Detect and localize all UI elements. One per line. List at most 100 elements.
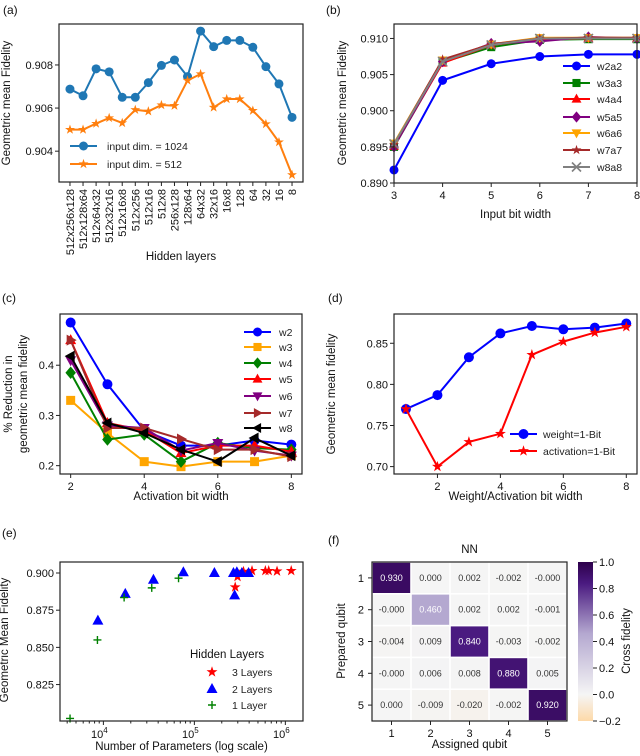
legend-label: w6 bbox=[278, 391, 293, 403]
series-line bbox=[393, 53, 637, 171]
legend-marker bbox=[253, 408, 263, 418]
heatmap-cell-value: 0.008 bbox=[458, 668, 481, 678]
data-point bbox=[247, 105, 258, 115]
heatmap-cell-fill bbox=[411, 562, 450, 593]
y-axis-label: Geometric mean Fidelity bbox=[337, 40, 349, 165]
data-point bbox=[138, 427, 149, 439]
x-tick-label: 512x16x8 bbox=[117, 189, 129, 237]
x-axis-label: Number of Parameters (log scale) bbox=[95, 741, 268, 753]
heatmap-cell: -0.000 bbox=[372, 594, 411, 625]
data-point bbox=[287, 169, 297, 180]
data-point bbox=[287, 112, 297, 122]
y-tick-label: 2 bbox=[358, 605, 364, 617]
series-activation-1-bit bbox=[400, 321, 632, 472]
heatmap-cell: -0.003 bbox=[489, 626, 528, 657]
data-point bbox=[274, 79, 284, 89]
data-point bbox=[583, 33, 594, 44]
colorbar-tick-label: 0.4 bbox=[599, 637, 614, 649]
data-point bbox=[211, 456, 222, 468]
legend-marker bbox=[206, 683, 218, 693]
heatmap-cell-value: -0.001 bbox=[535, 605, 561, 615]
heatmap-cell-value: -0.003 bbox=[496, 637, 522, 647]
y-tick-label: 0.75 bbox=[367, 420, 388, 432]
heatmap-cell-fill bbox=[528, 690, 567, 721]
y-tick-label: 5 bbox=[358, 700, 364, 712]
heatmap-cell: -0.004 bbox=[372, 626, 411, 657]
heatmap-cell-fill bbox=[450, 626, 489, 657]
legend-label: w2a2 bbox=[596, 61, 622, 73]
x-tick-label: 128 bbox=[235, 189, 247, 207]
data-point bbox=[583, 32, 594, 42]
x-tick-exponent: 6 bbox=[285, 726, 290, 735]
data-point bbox=[229, 589, 241, 600]
data-point bbox=[437, 56, 448, 67]
heatmap-cell-value: 0.002 bbox=[458, 605, 481, 615]
data-point bbox=[102, 433, 113, 446]
data-point bbox=[274, 136, 284, 147]
data-point bbox=[65, 124, 75, 134]
legend-marker bbox=[78, 158, 89, 169]
heatmap-cell-fill bbox=[411, 626, 450, 657]
y-axis-label-line2: geometric mean fidelity bbox=[18, 335, 30, 453]
data-point bbox=[248, 432, 259, 444]
data-point bbox=[65, 366, 76, 380]
data-point bbox=[65, 84, 75, 94]
legend-marker bbox=[253, 342, 262, 352]
x-tick-label: 512x32x16 bbox=[104, 189, 116, 243]
heatmap-cell: 0.840 bbox=[450, 626, 489, 657]
panel-d-frame bbox=[393, 313, 638, 475]
series-line bbox=[405, 325, 627, 469]
panel-label-f: (f) bbox=[328, 533, 339, 547]
heatmap-cell-value: 0.460 bbox=[419, 605, 442, 615]
series-input-dim-512 bbox=[65, 68, 297, 180]
data-point bbox=[534, 33, 545, 44]
series-w8 bbox=[64, 350, 296, 468]
colorbar-tick-label: 0.6 bbox=[599, 610, 614, 622]
heatmap-cell-value: -0.002 bbox=[496, 573, 522, 583]
data-point bbox=[246, 565, 258, 576]
legend-label: w5 bbox=[278, 374, 293, 386]
x-axis-label: Hidden layers bbox=[146, 251, 217, 263]
y-tick-label: 0.70 bbox=[367, 462, 388, 474]
data-point bbox=[243, 567, 255, 578]
heatmap-cell: 0.930 bbox=[372, 562, 411, 593]
heatmap-cell-fill bbox=[450, 658, 489, 689]
legend-marker bbox=[571, 129, 582, 139]
legend-marker bbox=[572, 78, 581, 88]
heatmap-cell: -0.001 bbox=[528, 594, 567, 625]
legend-label: w4a4 bbox=[596, 94, 622, 106]
legend-label: w7 bbox=[278, 408, 293, 420]
data-point bbox=[583, 49, 593, 59]
x-tick-label: 512x128x64 bbox=[78, 189, 90, 249]
heatmap-cell-fill bbox=[528, 626, 567, 657]
x-tick-label: 1 bbox=[388, 728, 394, 740]
legend-label: w3 bbox=[278, 342, 293, 354]
legend-marker bbox=[208, 701, 216, 709]
x-tick-label: 32 bbox=[261, 189, 273, 201]
colorbar-tick-label: 0.8 bbox=[599, 584, 614, 596]
y-tick-label: 0.900 bbox=[360, 106, 388, 118]
y-axis-label: Geometric mean fidelity bbox=[326, 333, 338, 454]
data-point bbox=[175, 444, 185, 456]
series-w7 bbox=[66, 334, 298, 463]
x-tick-label: 16x8 bbox=[222, 189, 234, 213]
y-tick-label: 0.2 bbox=[39, 461, 54, 473]
heatmap-cell-value: 0.000 bbox=[419, 573, 442, 583]
data-point bbox=[102, 428, 112, 438]
heatmap-cell-value: -0.004 bbox=[379, 637, 405, 647]
data-point bbox=[221, 93, 232, 104]
data-point bbox=[101, 417, 112, 429]
heatmap-cell-value: 0.005 bbox=[536, 668, 559, 678]
data-point bbox=[104, 67, 114, 77]
x-tick-label: 106 bbox=[273, 726, 290, 741]
data-point bbox=[91, 118, 102, 128]
y-tick-label: 0.875 bbox=[26, 605, 54, 617]
heatmap-cell: 0.002 bbox=[450, 562, 489, 593]
y-tick-label: 0.908 bbox=[25, 60, 53, 72]
data-point bbox=[92, 614, 104, 625]
series-line bbox=[405, 322, 627, 410]
heatmap-cell: -0.002 bbox=[489, 562, 528, 593]
legend-label: w5a5 bbox=[596, 112, 622, 124]
data-point bbox=[174, 574, 183, 583]
panel-label-a: (a) bbox=[3, 3, 18, 17]
